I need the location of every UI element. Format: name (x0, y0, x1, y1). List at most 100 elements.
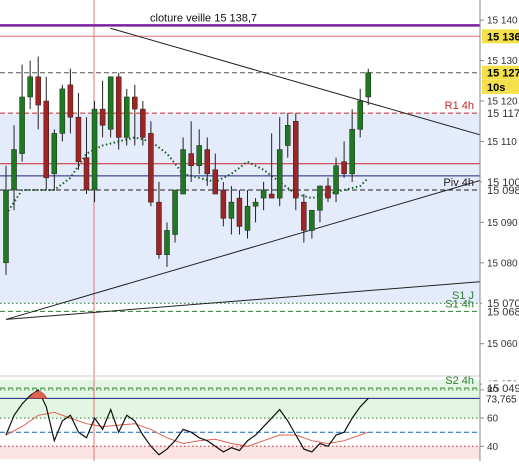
candle (301, 194, 307, 243)
candle-body (107, 76, 114, 130)
candle-body (19, 96, 25, 154)
candle-body (59, 88, 66, 134)
price-label: 15 049 (487, 383, 519, 395)
candle-body (156, 201, 162, 255)
price-label: 15 070 (487, 298, 519, 310)
indicator-value-label: 73,765 (486, 394, 517, 405)
candle (3, 165, 9, 275)
candle-body (333, 165, 339, 195)
price-label-box (482, 304, 519, 319)
candle-body (11, 149, 17, 191)
candle (75, 92, 82, 170)
candle (67, 68, 74, 134)
candle-body (260, 189, 267, 199)
y-tick-label: 15 120 (487, 97, 518, 108)
candle (260, 181, 267, 211)
price-label-box (482, 183, 519, 197)
y-tick-label: 15 140 (487, 16, 518, 27)
level-label: R1 4h (445, 100, 474, 112)
candle (236, 190, 243, 235)
candle-body (43, 100, 49, 179)
candle (196, 129, 202, 174)
candle-body (204, 149, 210, 175)
candle (293, 113, 299, 211)
candle-body (349, 129, 355, 175)
overbought-marker (28, 390, 48, 399)
candle-body (244, 205, 251, 231)
indicator-value-box (482, 391, 519, 406)
candle (188, 121, 194, 182)
candle (148, 121, 154, 207)
candle (11, 125, 17, 211)
candle-body (309, 209, 315, 231)
level-label: S2 4h (445, 375, 474, 387)
candle-body (285, 125, 291, 146)
price-label-box (482, 79, 519, 94)
candle (333, 157, 339, 203)
price-label-box (482, 65, 519, 80)
trendline (5, 177, 490, 320)
candle-body (365, 72, 371, 98)
candle (140, 101, 146, 146)
candle (365, 68, 371, 106)
candle (309, 209, 315, 239)
y-tick-label: 15 110 (487, 137, 517, 148)
indicator-band (0, 446, 480, 459)
candle (180, 137, 186, 195)
candle-body (51, 133, 58, 175)
candle-body (27, 76, 33, 98)
candle-body (341, 161, 347, 175)
candle-body (357, 100, 363, 130)
indicator-tick-label: 80 (487, 385, 499, 396)
trendline (5, 280, 490, 320)
candle (212, 153, 219, 195)
candle-body (236, 197, 243, 227)
candle-body (124, 96, 130, 138)
candle-body (35, 76, 41, 106)
indicator-tick-label: 40 (487, 442, 499, 453)
candle (91, 101, 98, 203)
candle-body (268, 193, 275, 199)
candle (83, 117, 90, 195)
candle-body (188, 153, 194, 166)
indicator-band (0, 380, 480, 419)
candle-body (317, 185, 323, 211)
chart-title: cloture veille 15 138,7 (150, 12, 257, 24)
price-label: 10s (487, 82, 505, 94)
candle-body (75, 116, 82, 162)
candle (43, 76, 49, 190)
candle (317, 185, 323, 223)
candle-body (293, 120, 299, 199)
candle-body (164, 230, 170, 255)
candle (132, 84, 138, 146)
candle (172, 189, 178, 243)
candle-body (148, 133, 154, 203)
candle-body (140, 108, 146, 138)
candle (99, 80, 106, 138)
candle-body (115, 76, 122, 138)
indicator-tick-label: 60 (487, 414, 499, 425)
candle (244, 190, 251, 239)
candle (325, 177, 331, 203)
candle-body (220, 189, 227, 219)
price-label: 15 098 (487, 185, 519, 197)
candle (115, 72, 122, 150)
y-tick-label: 15 130 (487, 56, 518, 67)
candle (51, 129, 58, 190)
candle-body (180, 149, 186, 195)
candle-body (196, 145, 202, 166)
trendline (110, 27, 490, 138)
level-label: S1 4h (445, 298, 474, 310)
y-tick-label: 15 090 (487, 218, 518, 229)
candle-body (212, 169, 219, 195)
level-label: Piv 4h (443, 177, 474, 189)
candle-body (3, 189, 9, 264)
y-tick-label: 15 080 (487, 258, 518, 269)
candle-body (276, 149, 283, 199)
candle (268, 133, 275, 199)
candle (285, 113, 291, 158)
candle (156, 181, 162, 259)
candle-body (132, 96, 138, 110)
